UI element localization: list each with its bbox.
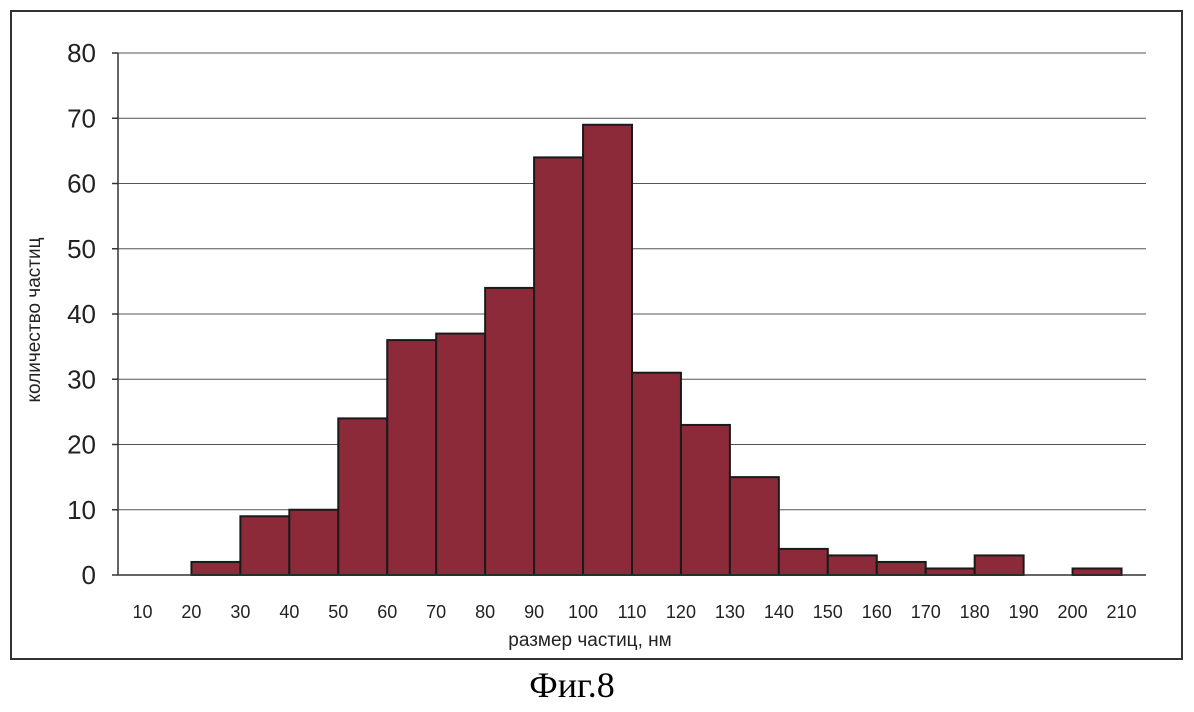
x-tick-label: 50 [328,602,348,622]
histogram-bar [631,371,682,576]
x-tick-label: 110 [618,602,647,622]
x-tick-label: 130 [715,602,745,622]
y-tick-label: 70 [67,103,96,133]
histogram-bar [728,476,780,576]
x-tick-label: 210 [1107,602,1137,622]
x-tick-label: 150 [813,602,843,622]
histogram-bar [924,567,976,576]
y-tick-label: 60 [67,169,96,199]
histogram-bar [435,332,487,577]
histogram-bar [533,156,585,576]
histogram-bar [1071,567,1123,576]
y-tick-label: 50 [67,234,96,264]
x-tick-label: 140 [764,602,794,622]
histogram-bar [337,417,389,576]
y-tick-labels: 0 10 20 30 40 50 60 70 80 [67,38,96,590]
y-tick-label: 40 [67,299,96,329]
histogram-bar [777,547,829,577]
y-tick-label: 30 [67,364,96,394]
y-tick-label: 20 [67,430,96,460]
x-tick-label: 10 [132,602,152,622]
x-tick-label: 200 [1058,602,1088,622]
x-tick-label: 180 [960,602,990,622]
x-tick-label: 20 [181,602,201,622]
y-tick-label: 0 [82,560,96,590]
histogram-bar [484,286,536,576]
axes [112,52,1146,576]
histogram-bar [386,339,438,576]
histogram-bar [582,123,633,577]
x-tick-label: 90 [524,602,544,622]
histogram-bar [875,560,927,577]
x-tick-label: 30 [230,602,250,622]
x-tick-label: 160 [862,602,892,622]
bars [190,123,1123,577]
x-tick-label: 70 [426,602,446,622]
histogram-bar [973,554,1025,576]
y-axis-label: количество частиц [24,237,45,402]
x-tick-label: 120 [666,602,696,622]
histogram-bar [679,423,731,576]
x-axis-label: размер частиц, нм [508,630,671,651]
x-tick-label: 80 [475,602,495,622]
x-tick-label: 60 [377,602,397,622]
figure-caption: Фиг.8 [529,665,615,705]
histogram-bar [288,508,340,576]
histogram-bar [239,515,291,577]
x-tick-labels: 10 20 30 40 50 60 70 80 90 100 110 120 130 140 150 160 1… [132,602,1136,622]
x-tick-label: 170 [911,602,941,622]
y-tick-label: 10 [67,495,96,525]
x-tick-label: 40 [279,602,299,622]
x-tick-label: 100 [568,602,598,622]
x-tick-label: 190 [1009,602,1039,622]
histogram-bar [826,554,878,576]
histogram-bar [190,560,242,577]
y-tick-label: 80 [67,38,96,68]
